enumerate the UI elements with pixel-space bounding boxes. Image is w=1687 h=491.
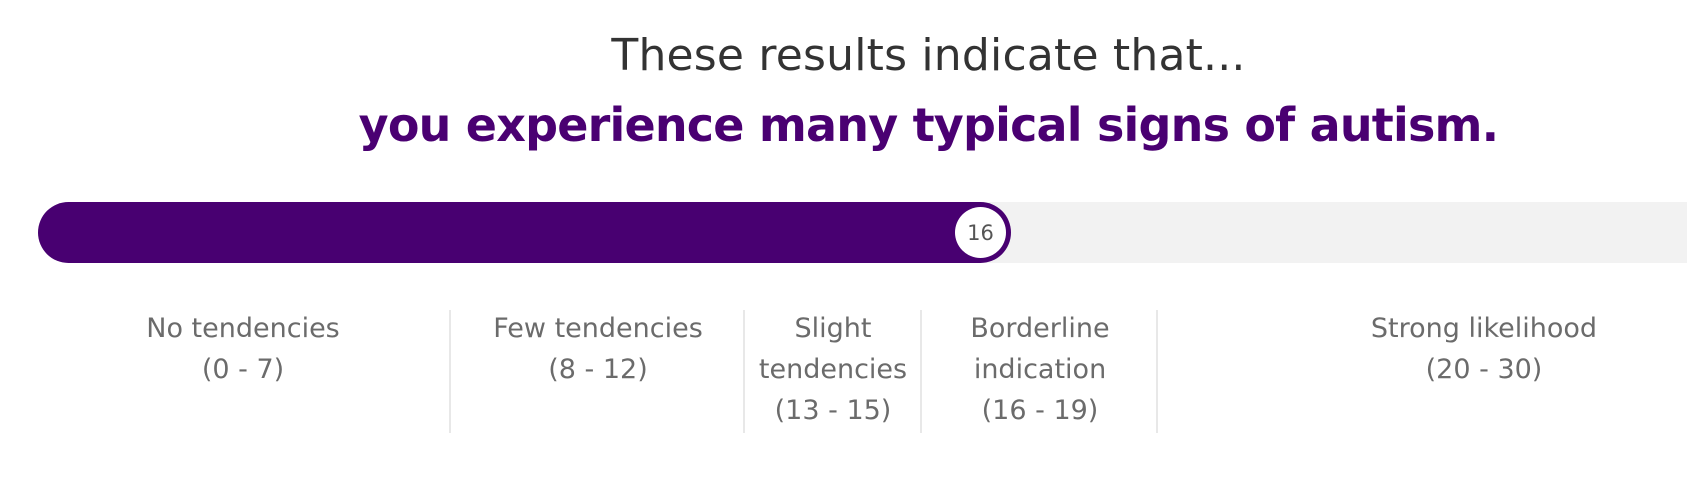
range-label: Few tendencies — [493, 313, 703, 344]
range-divider — [1156, 310, 1158, 433]
range-borderline-indication: Borderline indication (16 - 19) — [930, 308, 1150, 431]
range-label: Strong likelihood — [1370, 313, 1598, 344]
range-label: No tendencies — [146, 313, 340, 344]
range-label-line1: Slight — [794, 313, 872, 344]
results-intro-heading: These results indicate that... — [611, 30, 1246, 81]
range-divider — [920, 310, 922, 433]
range-span: (8 - 12) — [548, 354, 648, 385]
range-label-line2: indication — [973, 354, 1107, 385]
range-span: (13 - 15) — [774, 395, 892, 426]
range-label-line1: Borderline — [970, 313, 1110, 344]
score-progress-track: 16 — [38, 202, 1687, 263]
range-divider — [449, 310, 451, 433]
range-slight-tendencies: Slight tendencies (13 - 15) — [753, 308, 913, 431]
score-value: 16 — [967, 220, 994, 245]
results-conclusion-heading: you experience many typical signs of aut… — [358, 98, 1499, 152]
range-few-tendencies: Few tendencies (8 - 12) — [485, 308, 711, 390]
range-span: (20 - 30) — [1425, 354, 1543, 385]
range-strong-likelihood: Strong likelihood (20 - 30) — [1350, 308, 1618, 390]
range-span: (0 - 7) — [201, 354, 285, 385]
range-span: (16 - 19) — [981, 395, 1099, 426]
score-marker: 16 — [955, 207, 1006, 258]
range-label-line2: tendencies — [758, 354, 908, 385]
score-progress-fill — [38, 202, 1011, 263]
range-no-tendencies: No tendencies (0 - 7) — [143, 308, 343, 390]
range-divider — [743, 310, 745, 433]
